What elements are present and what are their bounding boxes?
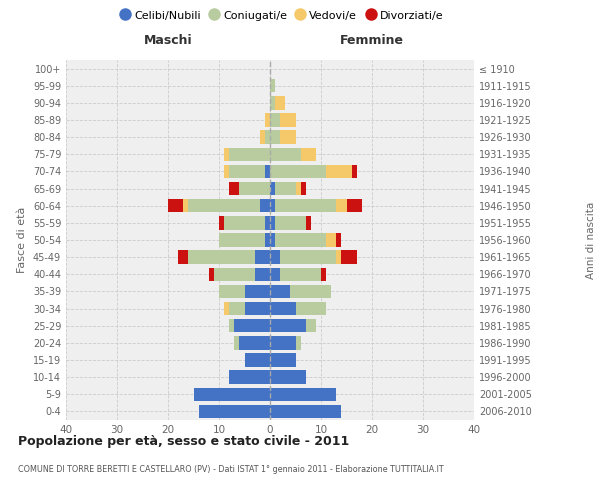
Bar [235, 319, 270, 332]
Bar [347, 199, 362, 212]
Bar [260, 130, 265, 144]
Bar [188, 250, 254, 264]
Bar [214, 268, 254, 281]
Bar [301, 148, 316, 161]
Bar [341, 250, 356, 264]
Text: Anni di nascita: Anni di nascita [586, 202, 596, 278]
Bar [280, 250, 337, 264]
Bar [254, 250, 270, 264]
Bar [235, 336, 239, 349]
Bar [260, 199, 270, 212]
Bar [270, 370, 306, 384]
Bar [178, 250, 188, 264]
Bar [265, 234, 270, 246]
Bar [270, 404, 341, 418]
Bar [188, 199, 260, 212]
Bar [239, 336, 270, 349]
Bar [301, 182, 306, 196]
Bar [245, 354, 270, 366]
Bar [280, 114, 296, 126]
Bar [224, 148, 229, 161]
Bar [245, 284, 270, 298]
Bar [296, 336, 301, 349]
Bar [270, 354, 296, 366]
Bar [275, 182, 296, 196]
Bar [270, 284, 290, 298]
Bar [229, 148, 270, 161]
Bar [270, 182, 275, 196]
Bar [306, 216, 311, 230]
Bar [270, 268, 280, 281]
Bar [275, 199, 337, 212]
Text: COMUNE DI TORRE BERETTI E CASTELLARO (PV) - Dati ISTAT 1° gennaio 2011 - Elabora: COMUNE DI TORRE BERETTI E CASTELLARO (PV… [18, 465, 443, 474]
Bar [270, 199, 275, 212]
Bar [224, 164, 229, 178]
Text: Femmine: Femmine [340, 34, 404, 48]
Bar [168, 199, 184, 212]
Bar [326, 164, 352, 178]
Bar [239, 182, 270, 196]
Bar [193, 388, 270, 401]
Bar [265, 114, 270, 126]
Bar [290, 284, 331, 298]
Bar [265, 164, 270, 178]
Bar [321, 268, 326, 281]
Bar [270, 79, 275, 92]
Bar [270, 114, 280, 126]
Bar [199, 404, 270, 418]
Bar [224, 216, 265, 230]
Text: Popolazione per età, sesso e stato civile - 2011: Popolazione per età, sesso e stato civil… [18, 435, 349, 448]
Bar [254, 268, 270, 281]
Bar [337, 199, 347, 212]
Bar [270, 164, 326, 178]
Bar [352, 164, 357, 178]
Bar [270, 148, 301, 161]
Bar [270, 130, 280, 144]
Bar [296, 302, 326, 316]
Bar [229, 319, 235, 332]
Bar [270, 302, 296, 316]
Bar [337, 234, 341, 246]
Bar [270, 250, 280, 264]
Bar [280, 268, 321, 281]
Text: Maschi: Maschi [143, 34, 193, 48]
Bar [270, 216, 275, 230]
Bar [219, 216, 224, 230]
Bar [229, 164, 265, 178]
Bar [219, 234, 265, 246]
Bar [270, 388, 337, 401]
Bar [326, 234, 337, 246]
Bar [337, 250, 341, 264]
Bar [265, 216, 270, 230]
Bar [229, 370, 270, 384]
Bar [270, 234, 275, 246]
Bar [229, 182, 239, 196]
Bar [296, 182, 301, 196]
Bar [280, 130, 296, 144]
Bar [245, 302, 270, 316]
Bar [275, 216, 306, 230]
Bar [270, 96, 275, 110]
Legend: Celibi/Nubili, Coniugati/e, Vedovi/e, Divorziati/e: Celibi/Nubili, Coniugati/e, Vedovi/e, Di… [116, 6, 448, 25]
Bar [184, 199, 188, 212]
Bar [275, 234, 326, 246]
Y-axis label: Fasce di età: Fasce di età [17, 207, 27, 273]
Bar [209, 268, 214, 281]
Bar [229, 302, 245, 316]
Bar [270, 336, 296, 349]
Bar [306, 319, 316, 332]
Bar [270, 319, 306, 332]
Bar [224, 302, 229, 316]
Bar [265, 130, 270, 144]
Bar [219, 284, 245, 298]
Bar [275, 96, 286, 110]
